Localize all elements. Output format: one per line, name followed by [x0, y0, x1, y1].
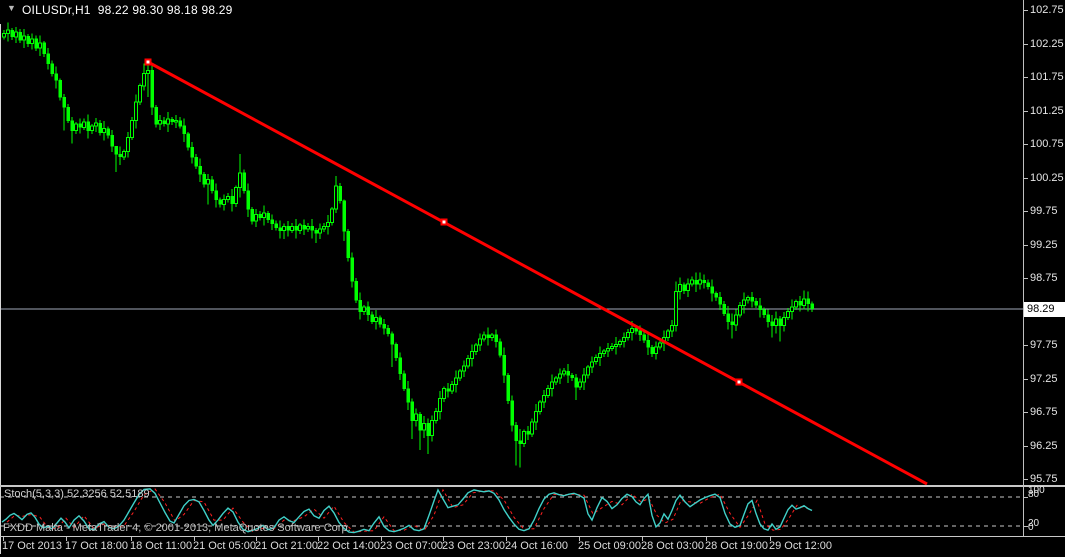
stoch-signal-line — [6, 488, 813, 533]
stoch-axis-tick — [1023, 526, 1028, 527]
price-tick-label: 101.25 — [1030, 105, 1064, 117]
price-axis-tick — [1023, 345, 1028, 346]
terminal-copyright: FXDD Malta - MetaTrader 4, © 2001-2013, … — [3, 522, 351, 534]
time-axis-tick — [256, 537, 257, 541]
price-tick-label: 101.75 — [1030, 71, 1064, 83]
panel-separator[interactable] — [0, 485, 1065, 487]
time-axis-tick — [381, 537, 382, 541]
candlestick-series — [2, 22, 814, 468]
price-tick-label: 96.25 — [1030, 440, 1058, 452]
time-axis-tick — [194, 537, 195, 541]
price-tick-label: 102.25 — [1030, 38, 1064, 50]
price-tick-label: 97.75 — [1030, 339, 1058, 351]
time-axis-tick — [318, 537, 319, 541]
time-axis-tick — [706, 537, 707, 541]
time-tick-label: 21 Oct 05:00 — [193, 540, 256, 552]
trendline-handle[interactable] — [440, 218, 448, 226]
time-axis-tick — [579, 537, 580, 541]
stoch-scale-label: 80 — [1028, 489, 1040, 500]
price-axis-tick — [1023, 479, 1028, 480]
time-tick-label: 17 Oct 2013 — [2, 540, 62, 552]
stoch-main-line — [1, 488, 813, 534]
stoch-axis-tick — [1023, 497, 1028, 498]
time-axis-tick — [66, 537, 67, 541]
price-tick-label: 95.75 — [1030, 473, 1058, 485]
time-tick-label: 21 Oct 21:00 — [255, 540, 318, 552]
trendline-handle[interactable] — [144, 58, 152, 66]
stoch-scale-label: 0 — [1028, 522, 1034, 533]
price-axis-tick — [1023, 144, 1028, 145]
stoch-indicator-label: Stoch(5,3,3) 52.3256 52.5189 — [4, 488, 150, 500]
trendline-handle[interactable] — [735, 378, 743, 386]
price-axis-tick — [1023, 245, 1028, 246]
price-chart-canvas[interactable] — [0, 0, 1023, 485]
time-tick-label: 25 Oct 09:00 — [578, 540, 641, 552]
time-axis-tick — [3, 537, 4, 541]
price-tick-label: 100.75 — [1030, 138, 1064, 150]
price-tick-label: 96.75 — [1030, 406, 1058, 418]
window-left-border — [0, 24, 1, 554]
price-axis-tick — [1023, 278, 1028, 279]
time-tick-label: 24 Oct 16:00 — [505, 540, 568, 552]
time-axis-tick — [506, 537, 507, 541]
time-tick-label: 22 Oct 14:00 — [317, 540, 380, 552]
price-axis-tick — [1023, 10, 1028, 11]
axis-separator — [0, 536, 1065, 537]
time-tick-label: 18 Oct 11:00 — [130, 540, 193, 552]
price-axis-tick — [1023, 178, 1028, 179]
price-axis-tick — [1023, 412, 1028, 413]
stoch-scale-label: 20 — [1028, 518, 1040, 529]
price-tick-label: 97.25 — [1030, 373, 1058, 385]
time-tick-label: 29 Oct 12:00 — [769, 540, 832, 552]
price-axis-tick — [1023, 379, 1028, 380]
price-axis-tick — [1023, 111, 1028, 112]
time-axis-tick — [131, 537, 132, 541]
chart-title: OILUSDr,H1 98.22 98.30 98.18 98.29 — [22, 3, 233, 17]
price-axis-tick — [1023, 44, 1028, 45]
price-axis-line — [1023, 0, 1024, 536]
time-tick-label: 28 Oct 19:00 — [705, 540, 768, 552]
price-axis-tick — [1023, 77, 1028, 78]
price-tick-label: 99.25 — [1030, 239, 1058, 251]
price-tick-label: 102.75 — [1030, 4, 1064, 16]
ohlc-quote-label: 98.22 98.30 98.18 98.29 — [97, 3, 233, 17]
time-axis-tick — [642, 537, 643, 541]
stoch-scale-label: 100 — [1028, 485, 1045, 496]
current-price-box: 98.29 — [1024, 302, 1065, 317]
time-tick-label: 23 Oct 07:00 — [380, 540, 443, 552]
time-tick-label: 23 Oct 23:00 — [442, 540, 505, 552]
time-axis-tick — [770, 537, 771, 541]
price-axis-tick — [1023, 446, 1028, 447]
time-tick-label: 17 Oct 18:00 — [65, 540, 128, 552]
time-tick-label: 28 Oct 03:00 — [641, 540, 704, 552]
price-axis-tick — [1023, 211, 1028, 212]
trendline[interactable] — [147, 60, 928, 485]
time-axis-tick — [443, 537, 444, 541]
stochastic-subwindow[interactable] — [0, 487, 1023, 536]
symbol-period-label: OILUSDr,H1 — [22, 3, 91, 17]
price-tick-label: 100.25 — [1030, 172, 1064, 184]
price-tick-label: 99.75 — [1030, 205, 1058, 217]
symbol-dropdown-icon[interactable]: ▼ — [7, 3, 16, 13]
price-tick-label: 98.75 — [1030, 272, 1058, 284]
